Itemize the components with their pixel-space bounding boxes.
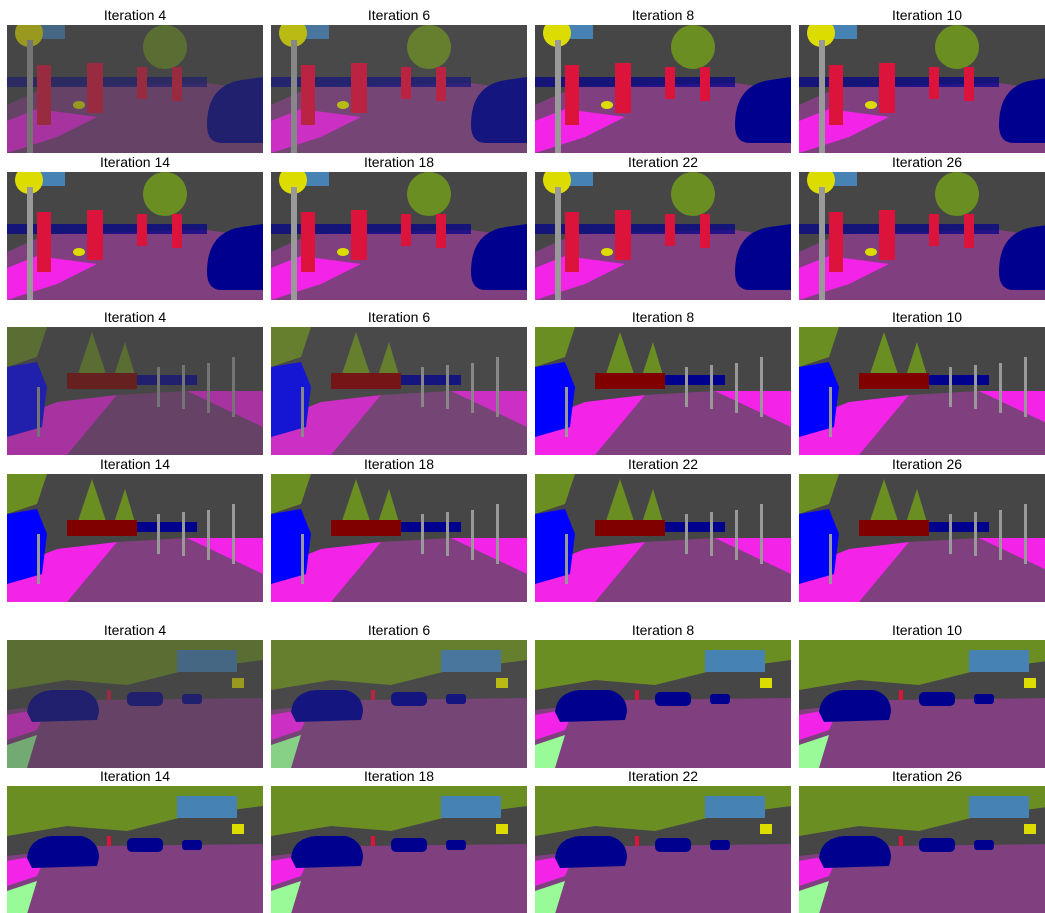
panel-title: Iteration 18 [271,768,527,784]
panel-title: Iteration 8 [535,7,791,23]
panel-title: Iteration 18 [271,456,527,472]
panel-title: Iteration 14 [7,154,263,170]
panel-title: Iteration 22 [535,768,791,784]
panel-title: Iteration 26 [799,768,1045,784]
segmentation-map [799,327,1045,455]
figure: Iteration 4 Iteration 6 Iteration 8 Iterati… [0,0,1045,913]
segmentation-map [799,640,1045,768]
segmentation-map [271,172,527,300]
segmentation-map [799,786,1045,913]
panel-title: Iteration 8 [535,309,791,325]
segmentation-map [271,640,527,768]
segmentation-map [535,172,791,300]
segmentation-map [535,25,791,153]
segmentation-map [7,327,263,455]
panel-title: Iteration 6 [271,7,527,23]
panel-title: Iteration 18 [271,154,527,170]
panel-title: Iteration 14 [7,768,263,784]
segmentation-map [799,25,1045,153]
segmentation-map [271,786,527,913]
segmentation-map [7,640,263,768]
panel-title: Iteration 22 [535,154,791,170]
panel-title: Iteration 8 [535,622,791,638]
segmentation-map [271,474,527,602]
panel-title: Iteration 10 [799,622,1045,638]
segmentation-map [7,172,263,300]
segmentation-map [7,25,263,153]
panel-title: Iteration 14 [7,456,263,472]
panel-title: Iteration 26 [799,154,1045,170]
panel-title: Iteration 10 [799,7,1045,23]
segmentation-map [271,327,527,455]
segmentation-map [799,474,1045,602]
segmentation-map [7,474,263,602]
panel-title: Iteration 6 [271,309,527,325]
panel-title: Iteration 4 [7,622,263,638]
segmentation-map [535,327,791,455]
panel-title: Iteration 4 [7,7,263,23]
segmentation-map [535,786,791,913]
segmentation-map [535,474,791,602]
panel-title: Iteration 4 [7,309,263,325]
segmentation-map [7,786,263,913]
segmentation-map [535,640,791,768]
segmentation-map [271,25,527,153]
segmentation-map [799,172,1045,300]
panel-title: Iteration 10 [799,309,1045,325]
panel-title: Iteration 22 [535,456,791,472]
panel-title: Iteration 26 [799,456,1045,472]
panel-title: Iteration 6 [271,622,527,638]
